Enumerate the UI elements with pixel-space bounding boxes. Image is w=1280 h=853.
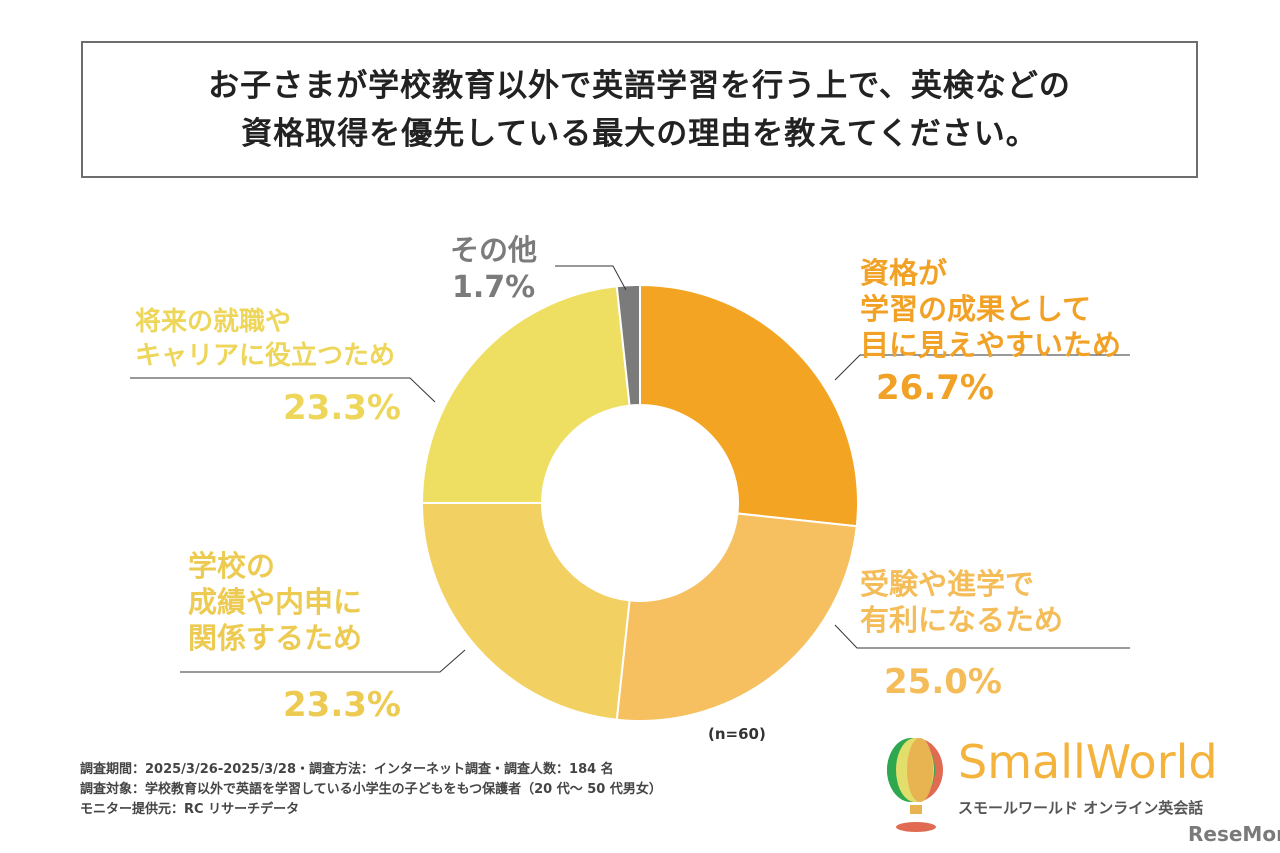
footer-line-1: 調査期間：2025/3/26-2025/3/28・調査方法：インターネット調査・… — [80, 762, 614, 777]
logo-subtitle: スモールワールド オンライン英会話 — [958, 799, 1204, 817]
footer-line-3: モニター提供元：RC リサーチデータ — [80, 802, 300, 817]
leader-line-4 — [130, 377, 436, 403]
donut-slice-5 — [615, 283, 641, 407]
donut-slice-3 — [420, 502, 631, 721]
title-line-1: お子さまが学校教育以外で英語学習を行う上で、英検などの — [208, 67, 1071, 104]
balloon-icon — [887, 738, 943, 832]
value-label-5: 1.7% — [452, 270, 536, 305]
value-label-4: 23.3% — [283, 388, 401, 428]
donut-slice-1 — [639, 283, 859, 528]
sample-size: (n=60) — [708, 725, 766, 743]
label-5: その他 — [450, 233, 538, 267]
footer-notes: 調査期間：2025/3/26-2025/3/28・調査方法：インターネット調査・… — [80, 760, 662, 820]
resemom-credit: ReseMom. — [1188, 822, 1280, 846]
footer-line-2: 調査対象：学校教育以外で英語を学習している小学生の子どもをもつ保護者（20 代～… — [80, 782, 662, 797]
donut-slice-2 — [615, 512, 858, 722]
donut-slice-4 — [420, 285, 631, 504]
label-2: 受験や進学で 有利になるため — [860, 567, 1064, 637]
value-label-3: 23.3% — [283, 685, 401, 725]
leader-line-2 — [834, 624, 1130, 649]
title-line-2: 資格取得を優先している最大の理由を教えてください。 — [241, 115, 1038, 152]
label-1: 資格が 学習の成果として 目に見えやすいため — [860, 256, 1122, 362]
leader-line-5 — [555, 265, 627, 291]
label-4: 将来の就職や キャリアに役立つため — [135, 307, 396, 371]
value-label-1: 26.7% — [876, 368, 994, 408]
leader-line-3 — [180, 649, 466, 673]
logo-text: SmallWorld — [958, 735, 1218, 789]
title-box: お子さまが学校教育以外で英語学習を行う上で、英検などの 資格取得を優先している最… — [81, 41, 1198, 178]
leader-line-1 — [834, 354, 1130, 381]
label-3: 学校の 成績や内申に 関係するため — [188, 549, 363, 655]
value-label-2: 25.0% — [884, 662, 1002, 702]
